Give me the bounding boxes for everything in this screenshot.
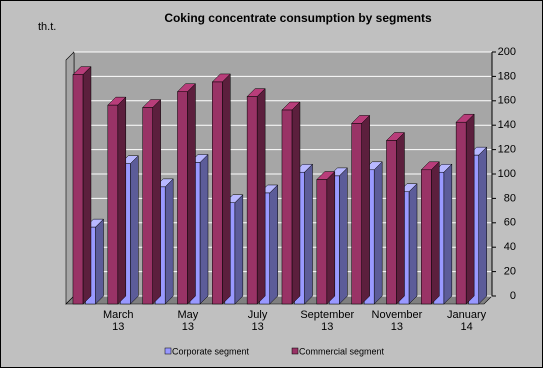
- x-tick-label: March 13: [102, 309, 134, 333]
- bar-side: [256, 87, 266, 305]
- bar: [246, 96, 258, 305]
- y-tick-label: 60: [504, 217, 516, 229]
- bar-side: [373, 161, 383, 305]
- y-tick-label: 80: [504, 192, 516, 204]
- bar-side: [431, 161, 440, 305]
- y-tick-label: 180: [498, 70, 516, 82]
- bar: [455, 121, 467, 305]
- bar: [107, 104, 119, 305]
- legend-swatch: [164, 347, 172, 355]
- bar-side: [117, 96, 127, 305]
- bar-side: [199, 153, 209, 305]
- x-tick-label: January 14: [447, 309, 487, 333]
- bar-side: [326, 170, 336, 305]
- bar-side: [234, 194, 244, 305]
- y-tick-label: 200: [498, 46, 516, 58]
- unit-label: th.t.: [38, 21, 56, 33]
- bar: [421, 169, 432, 305]
- bar-side: [465, 113, 475, 305]
- x-tick-label: May 13: [177, 309, 199, 333]
- x-tick-label: July 13: [247, 309, 268, 333]
- chart-title: Coking concentrate consumption by segmen…: [164, 11, 432, 25]
- bar-side: [408, 183, 418, 305]
- bar-side: [396, 131, 405, 305]
- bar-side: [187, 83, 196, 305]
- y-tick-label: 120: [498, 144, 516, 156]
- x-tick-label: September 13: [300, 309, 355, 333]
- bar-side: [339, 167, 348, 305]
- bar: [281, 109, 293, 305]
- bar: [386, 140, 397, 305]
- bar-side: [478, 146, 487, 305]
- y-tick-label: 160: [498, 95, 516, 107]
- x-tick-label: November 13: [371, 309, 423, 333]
- bar: [142, 107, 153, 305]
- bar-side: [269, 184, 278, 305]
- bar: [351, 123, 362, 305]
- bar-side: [95, 218, 104, 305]
- legend-label: Corporate segment: [172, 346, 250, 356]
- bar: [316, 179, 328, 305]
- legend-label: Commercial segment: [299, 346, 385, 356]
- y-tick-label: 100: [498, 168, 516, 180]
- bar-side: [291, 101, 301, 305]
- bar: [212, 81, 223, 305]
- bar-side: [130, 155, 139, 305]
- bar-side: [304, 163, 313, 305]
- bar-side: [443, 163, 453, 305]
- y-tick-label: 20: [504, 266, 516, 278]
- y-tick-label: 40: [504, 241, 516, 253]
- legend-swatch: [291, 347, 299, 355]
- bar-side: [82, 66, 92, 305]
- y-tick-label: 0: [510, 290, 516, 302]
- bar-side: [222, 73, 231, 305]
- bar-side: [361, 114, 370, 305]
- bar-side: [164, 178, 174, 305]
- bar: [177, 91, 188, 305]
- y-tick-label: 140: [498, 119, 516, 131]
- bar-side: [152, 98, 161, 305]
- bar: [72, 74, 84, 305]
